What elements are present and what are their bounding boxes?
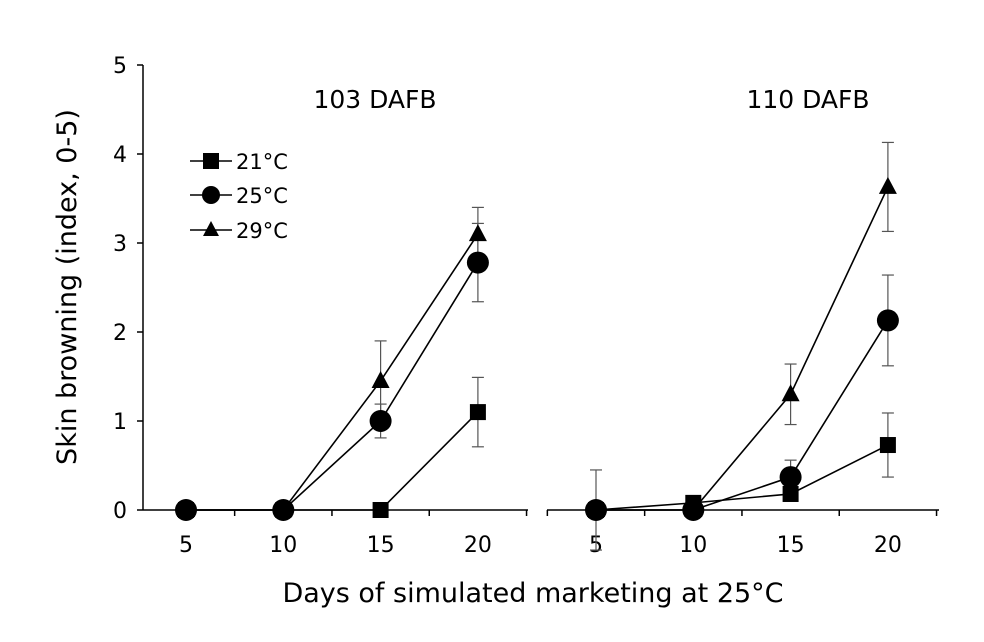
legend-circle-marker	[202, 186, 220, 204]
legend-square-marker	[203, 153, 219, 169]
x-tick-label: 15	[367, 533, 395, 558]
series-markers-square	[588, 437, 896, 518]
legend: 21°C 25°C 29°C	[190, 150, 288, 243]
x-axis-title: Days of simulated marketing at 25°C	[282, 578, 783, 609]
error-bars-circle	[374, 222, 484, 439]
x-tick-label: 10	[269, 533, 297, 558]
y-tick-label: 0	[113, 499, 127, 524]
x-tick-label: 20	[874, 533, 902, 558]
panel-title: 110 DAFB	[746, 85, 869, 114]
x-tick-label: 20	[464, 533, 492, 558]
data-point-square	[372, 502, 389, 518]
data-point-triangle	[371, 370, 390, 388]
x-tick-label: 5	[179, 533, 193, 558]
series-markers-square	[178, 404, 486, 518]
data-point-square	[469, 404, 486, 421]
series-line-triangle	[596, 186, 889, 511]
data-point-triangle	[274, 500, 293, 517]
error-bars-circle	[590, 274, 894, 551]
data-point-circle	[466, 251, 489, 274]
y-tick-label: 1	[113, 410, 127, 435]
legend-entry: 25°C	[190, 184, 288, 208]
data-point-circle	[369, 410, 392, 432]
series-markers-circle	[175, 251, 489, 521]
legend-label: 29°C	[236, 219, 288, 243]
legend-label: 25°C	[236, 184, 288, 208]
x-tick-label: 10	[679, 533, 707, 558]
data-point-triangle	[684, 500, 703, 517]
data-point-circle	[876, 309, 899, 332]
y-tick-label: 3	[113, 232, 127, 257]
series-markers-circle	[585, 309, 899, 521]
data-point-triangle	[587, 500, 605, 517]
axes: 0 1 2 3 4 5	[113, 54, 144, 524]
legend-triangle-marker	[203, 221, 219, 236]
data-point-square	[879, 437, 896, 454]
panel-1: 5 10 15 20 103 DAFB	[143, 85, 528, 558]
data-point-triangle	[177, 500, 195, 517]
data-point-circle	[779, 466, 802, 489]
data-point-triangle	[781, 384, 800, 402]
series-line-circle	[596, 320, 889, 511]
y-tick-label: 2	[113, 321, 127, 346]
panel-title: 103 DAFB	[313, 85, 436, 114]
series-line-square	[186, 411, 479, 511]
legend-entry: 21°C	[190, 150, 288, 174]
y-axis-title: Skin browning (index, 0-5)	[52, 109, 83, 465]
series-line-square	[595, 444, 889, 511]
x-tick-label: 15	[777, 533, 805, 558]
legend-entry: 29°C	[190, 219, 288, 243]
y-tick-label: 5	[113, 54, 127, 79]
data-point-triangle	[468, 224, 487, 242]
error-bars-triangle	[784, 141, 894, 426]
data-point-triangle	[878, 176, 897, 194]
y-tick-label: 4	[113, 143, 127, 168]
series-markers-triangle	[177, 224, 487, 517]
error-bars-triangle	[374, 206, 484, 422]
legend-label: 21°C	[236, 150, 288, 174]
series-line-triangle	[186, 233, 479, 511]
data-point-square	[782, 485, 799, 502]
series-markers-triangle	[587, 176, 897, 517]
